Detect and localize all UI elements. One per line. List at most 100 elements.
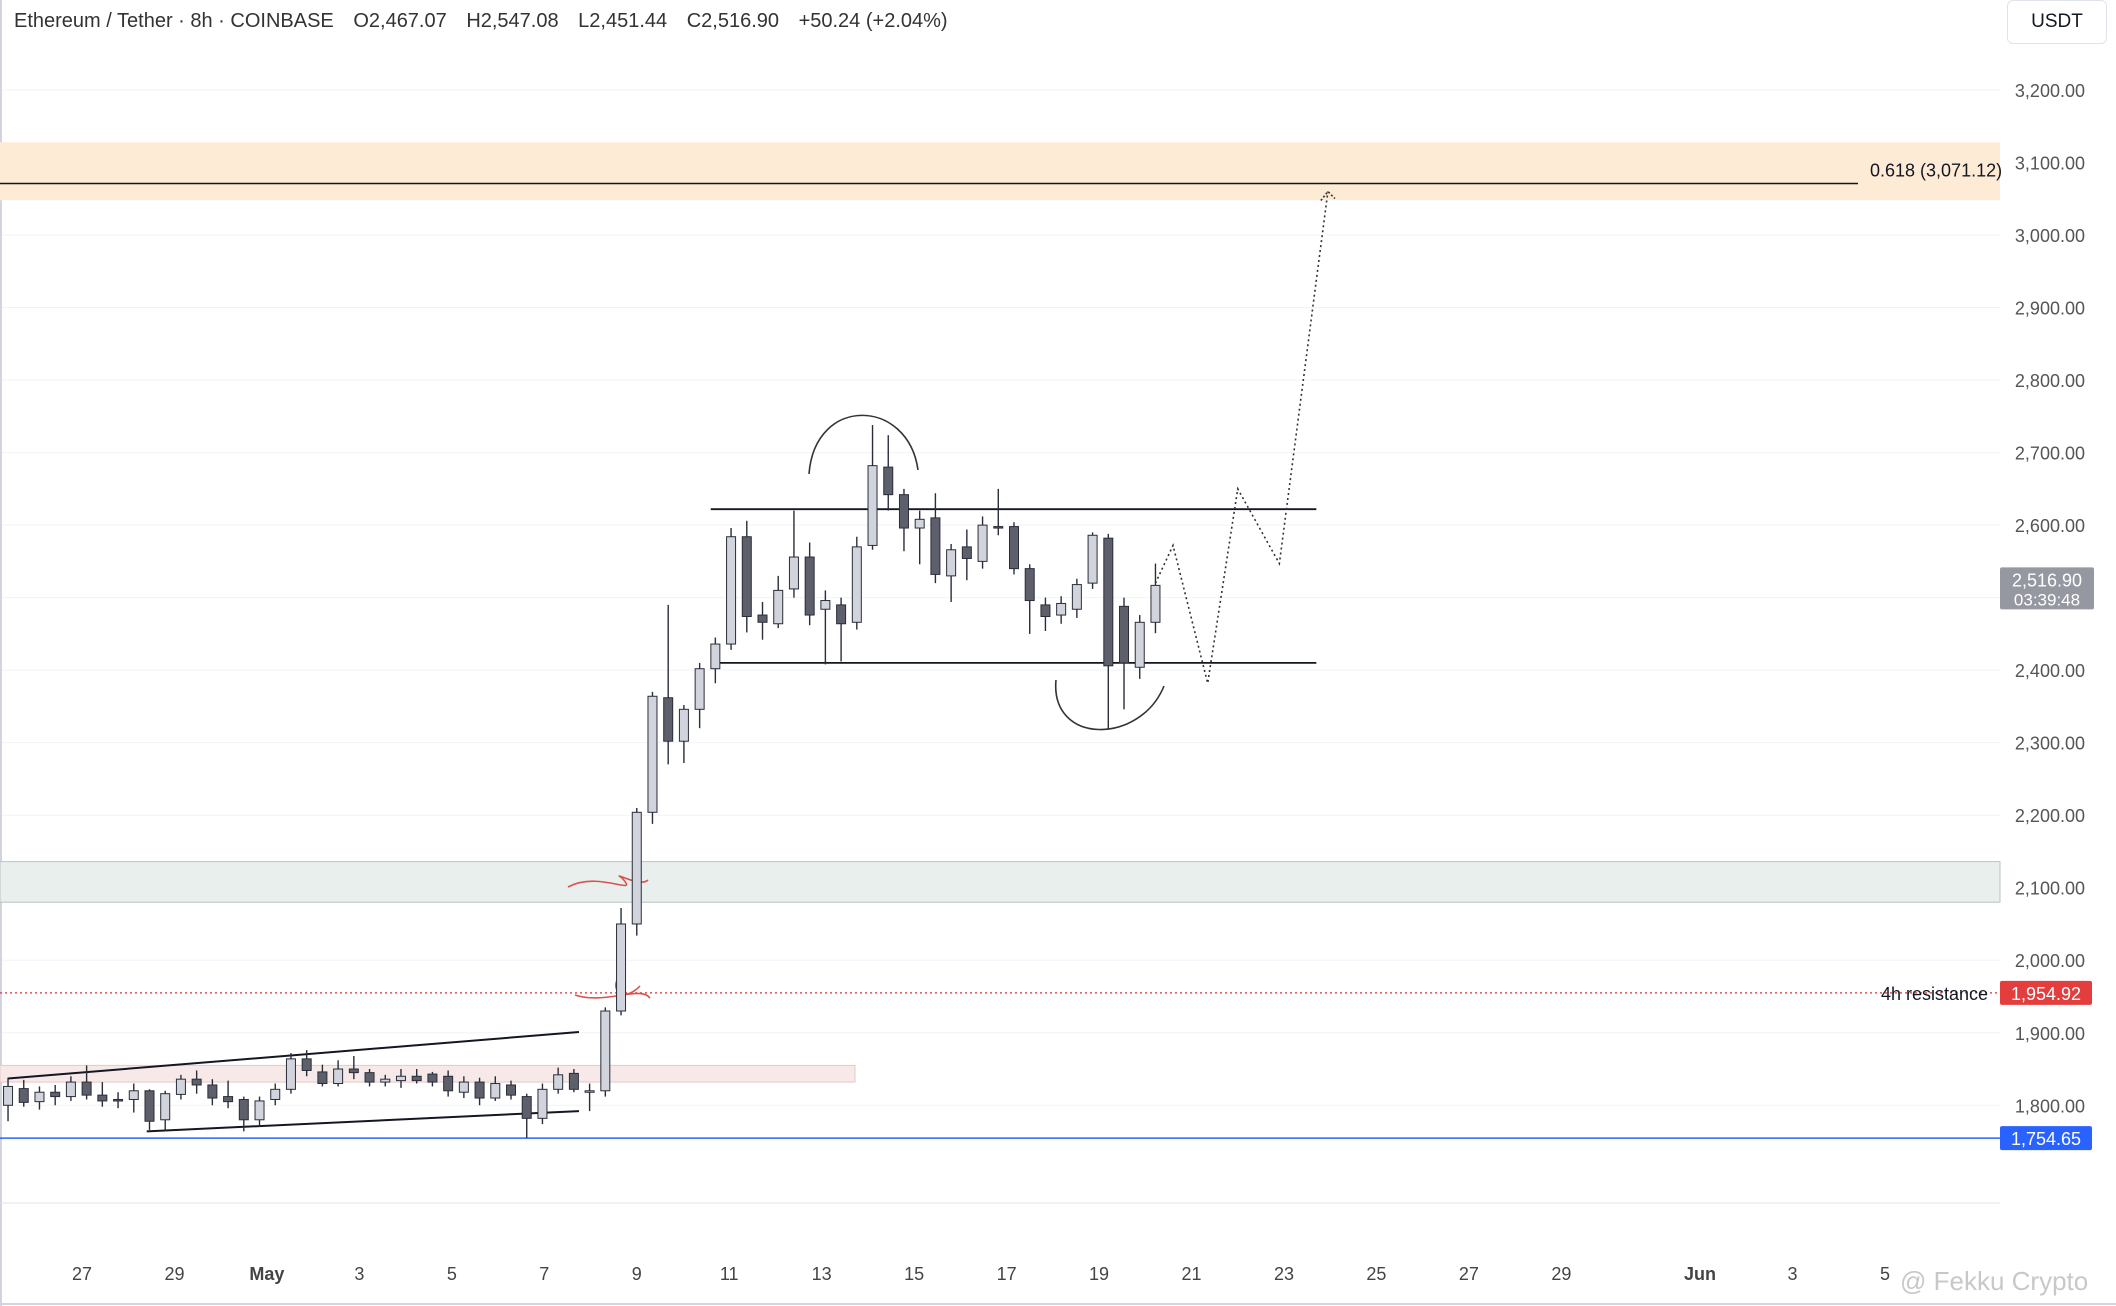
y-axis: 1,800.00 1,900.00 2,000.00 2,100.00 2,200.00… (2000, 81, 2094, 1151)
symbol-title: Ethereum / Tether · 8h · COINBASE (14, 10, 334, 32)
candle-body (946, 549, 957, 577)
x-tick-label: 15 (904, 1264, 924, 1284)
current-price-label: 2,516.90 (2012, 570, 2082, 590)
candle-body (773, 589, 784, 625)
current-price-badge (2000, 567, 2094, 610)
candle-body (348, 1068, 359, 1074)
bottom-arc-annotation (1055, 679, 1165, 731)
y-tick-label: 2,400.00 (2015, 661, 2085, 681)
candle-body (584, 1090, 595, 1093)
candle-body (600, 1010, 611, 1092)
candle-body (647, 695, 658, 813)
y-tick-label: 2,000.00 (2015, 951, 2085, 971)
x-tick-label: Jun (1684, 1264, 1716, 1284)
symbol-header: Ethereum / Tether · 8h · COINBASE O2,467… (14, 10, 948, 33)
x-tick-label: 9 (632, 1264, 642, 1284)
candle-body (97, 1094, 108, 1102)
candle-body (81, 1081, 92, 1096)
x-tick-label: 5 (1880, 1264, 1890, 1284)
candle-body (490, 1083, 501, 1099)
x-tick-label: 29 (164, 1264, 184, 1284)
watermark: @ Fekku Crypto (1900, 1266, 2089, 1296)
candle-body (977, 524, 988, 562)
resistance-label: 4h resistance (1881, 984, 1988, 1004)
x-tick-label: 21 (1182, 1264, 1202, 1284)
x-tick-label: 19 (1089, 1264, 1109, 1284)
x-tick-label: May (249, 1264, 284, 1284)
x-tick-label: 13 (812, 1264, 832, 1284)
candle-body (128, 1090, 139, 1100)
candle-body (254, 1100, 265, 1121)
candle-body (443, 1075, 454, 1092)
candle-body (506, 1084, 517, 1096)
price-badge (2000, 1126, 2092, 1151)
x-tick-label: 23 (1274, 1264, 1294, 1284)
candle-body (1103, 537, 1114, 667)
candle-body (65, 1081, 76, 1098)
price-badge (2000, 980, 2092, 1005)
candle-body (18, 1088, 29, 1103)
y-tick-label: 2,700.00 (2015, 444, 2085, 464)
candle-body (993, 526, 1004, 529)
x-tick-label: 3 (1788, 1264, 1798, 1284)
high-value: H2,547.08 (466, 10, 559, 32)
change-value: +50.24 (+2.04%) (798, 10, 948, 32)
candle-body (364, 1072, 375, 1083)
candle-body (741, 536, 752, 617)
candle-body (1056, 602, 1067, 616)
candle-body (333, 1068, 344, 1085)
candle-body (1134, 621, 1145, 668)
y-tick-label: 2,100.00 (2015, 879, 2085, 899)
candle-body (474, 1081, 485, 1099)
candle-body (788, 556, 799, 590)
close-value: C2,516.90 (686, 10, 780, 32)
currency-button[interactable]: USDT (2007, 0, 2107, 44)
candle-body (694, 668, 705, 710)
candle-body (395, 1075, 406, 1082)
candle-body (568, 1072, 579, 1090)
candle-body (458, 1081, 469, 1093)
y-tick-label: 2,900.00 (2015, 299, 2085, 319)
top-arc-annotation (808, 414, 919, 475)
candle-body (160, 1093, 171, 1121)
candle-body (757, 614, 768, 623)
price-zone (0, 142, 2000, 201)
y-tick-label: 3,000.00 (2015, 226, 2085, 246)
candle-body (867, 465, 878, 546)
candles (3, 425, 1161, 1138)
candle-body (537, 1088, 548, 1119)
y-tick-label: 2,200.00 (2015, 806, 2085, 826)
x-tick-label: 25 (1366, 1264, 1386, 1284)
candle-body (1040, 604, 1051, 617)
x-axis: 27 29 May 3 5 7 9 11 13 15 17 19 21 23 25 27 29 Jun 3 5 (72, 1264, 1890, 1284)
x-tick-label: 29 (1551, 1264, 1571, 1284)
countdown-label: 03:39:48 (2014, 590, 2080, 609)
price-badge-label: 1,754.65 (2011, 1129, 2081, 1149)
x-tick-label: 11 (720, 1264, 739, 1284)
candle-body (175, 1078, 186, 1095)
candle-body (898, 494, 909, 529)
candle-body (427, 1073, 438, 1083)
candle-body (1071, 584, 1082, 610)
candle-body (1150, 584, 1161, 623)
candle-body (836, 604, 847, 625)
candle-body (317, 1071, 328, 1085)
candle-body (726, 536, 737, 645)
y-tick-label: 2,800.00 (2015, 371, 2085, 391)
annotations: 0.618 (3,071.12) 4h resistance (1870, 160, 2002, 1003)
candle-body (50, 1091, 61, 1098)
y-tick-label: 2,600.00 (2015, 516, 2085, 536)
zones (0, 142, 2001, 1083)
candle-body (285, 1058, 296, 1090)
y-tick-label: 2,300.00 (2015, 734, 2085, 754)
y-tick-label: 3,200.00 (2015, 81, 2085, 101)
candle-body (1119, 605, 1130, 664)
low-value: L2,451.44 (578, 10, 668, 32)
candle-body (883, 466, 894, 496)
candle-body (1008, 526, 1019, 570)
candle-body (1024, 568, 1035, 602)
candle-body (113, 1098, 124, 1102)
wedge-line (7, 1031, 580, 1080)
